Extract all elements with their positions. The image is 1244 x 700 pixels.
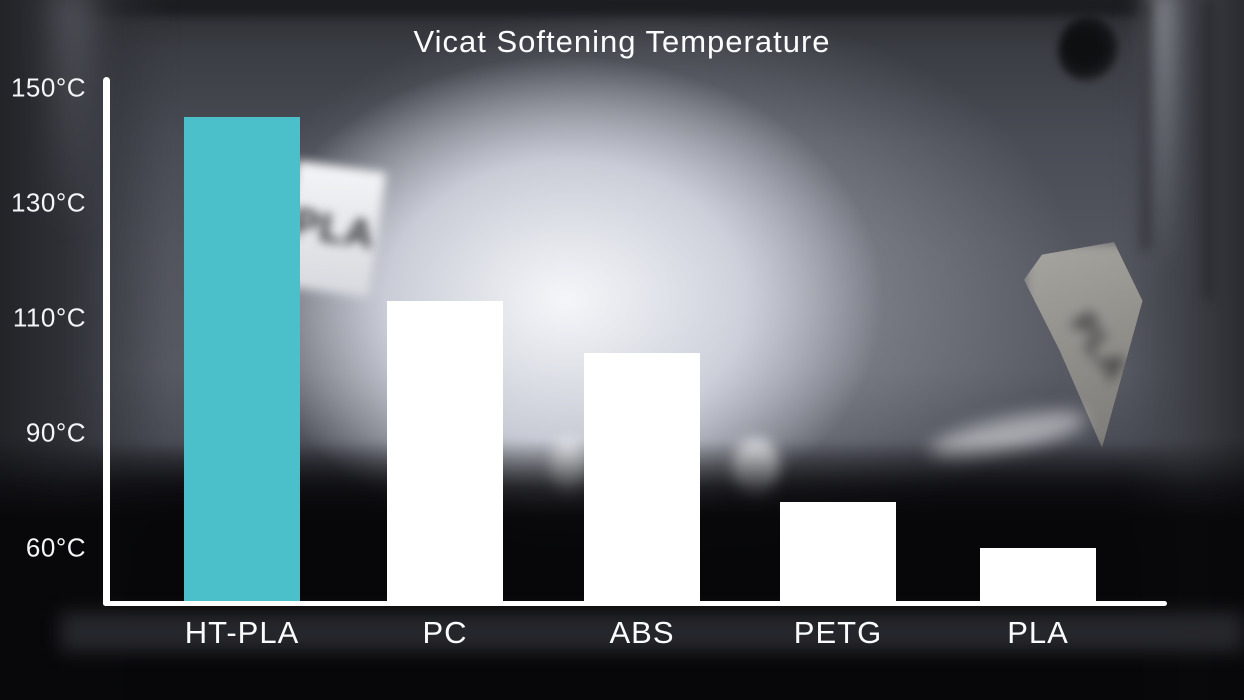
y-tick-label: 90°C	[25, 417, 86, 448]
y-axis-line	[103, 77, 110, 606]
bar-abs	[584, 352, 700, 601]
x-category-label: HT-PLA	[184, 615, 300, 650]
bar-pc	[387, 300, 503, 601]
bar-petg	[780, 502, 896, 601]
y-tick-label: 150°C	[10, 72, 86, 103]
background-bottom-band	[60, 612, 1244, 652]
y-tick-label: 130°C	[10, 187, 86, 218]
chart-title: Vicat Softening Temperature	[413, 24, 831, 59]
y-tick-label: 60°C	[25, 532, 86, 563]
background-right-highlight	[1148, 0, 1178, 270]
x-category-label: PETG	[793, 615, 883, 650]
background-top-edge	[0, 0, 1244, 16]
y-tick-label: 110°C	[12, 302, 86, 333]
background-panel-groove	[1204, 0, 1212, 300]
background-left-highlight	[52, 0, 94, 240]
x-category-label: PC	[422, 615, 468, 650]
background-panel-groove	[1142, 0, 1150, 250]
x-axis-line	[103, 601, 1167, 606]
bar-pla	[980, 548, 1096, 601]
bar-ht-pla	[184, 116, 300, 601]
chamber-knob	[1058, 16, 1122, 84]
x-category-label: ABS	[609, 615, 675, 650]
x-category-label: PLA	[1007, 615, 1069, 650]
